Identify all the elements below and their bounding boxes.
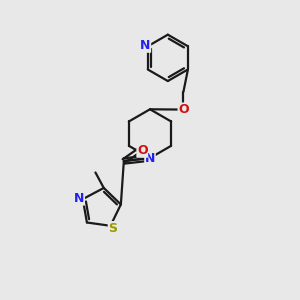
Text: N: N bbox=[140, 39, 151, 52]
Text: O: O bbox=[137, 144, 148, 157]
Text: O: O bbox=[178, 103, 189, 116]
Text: N: N bbox=[74, 192, 84, 205]
Text: N: N bbox=[145, 152, 155, 164]
Text: S: S bbox=[108, 222, 117, 235]
